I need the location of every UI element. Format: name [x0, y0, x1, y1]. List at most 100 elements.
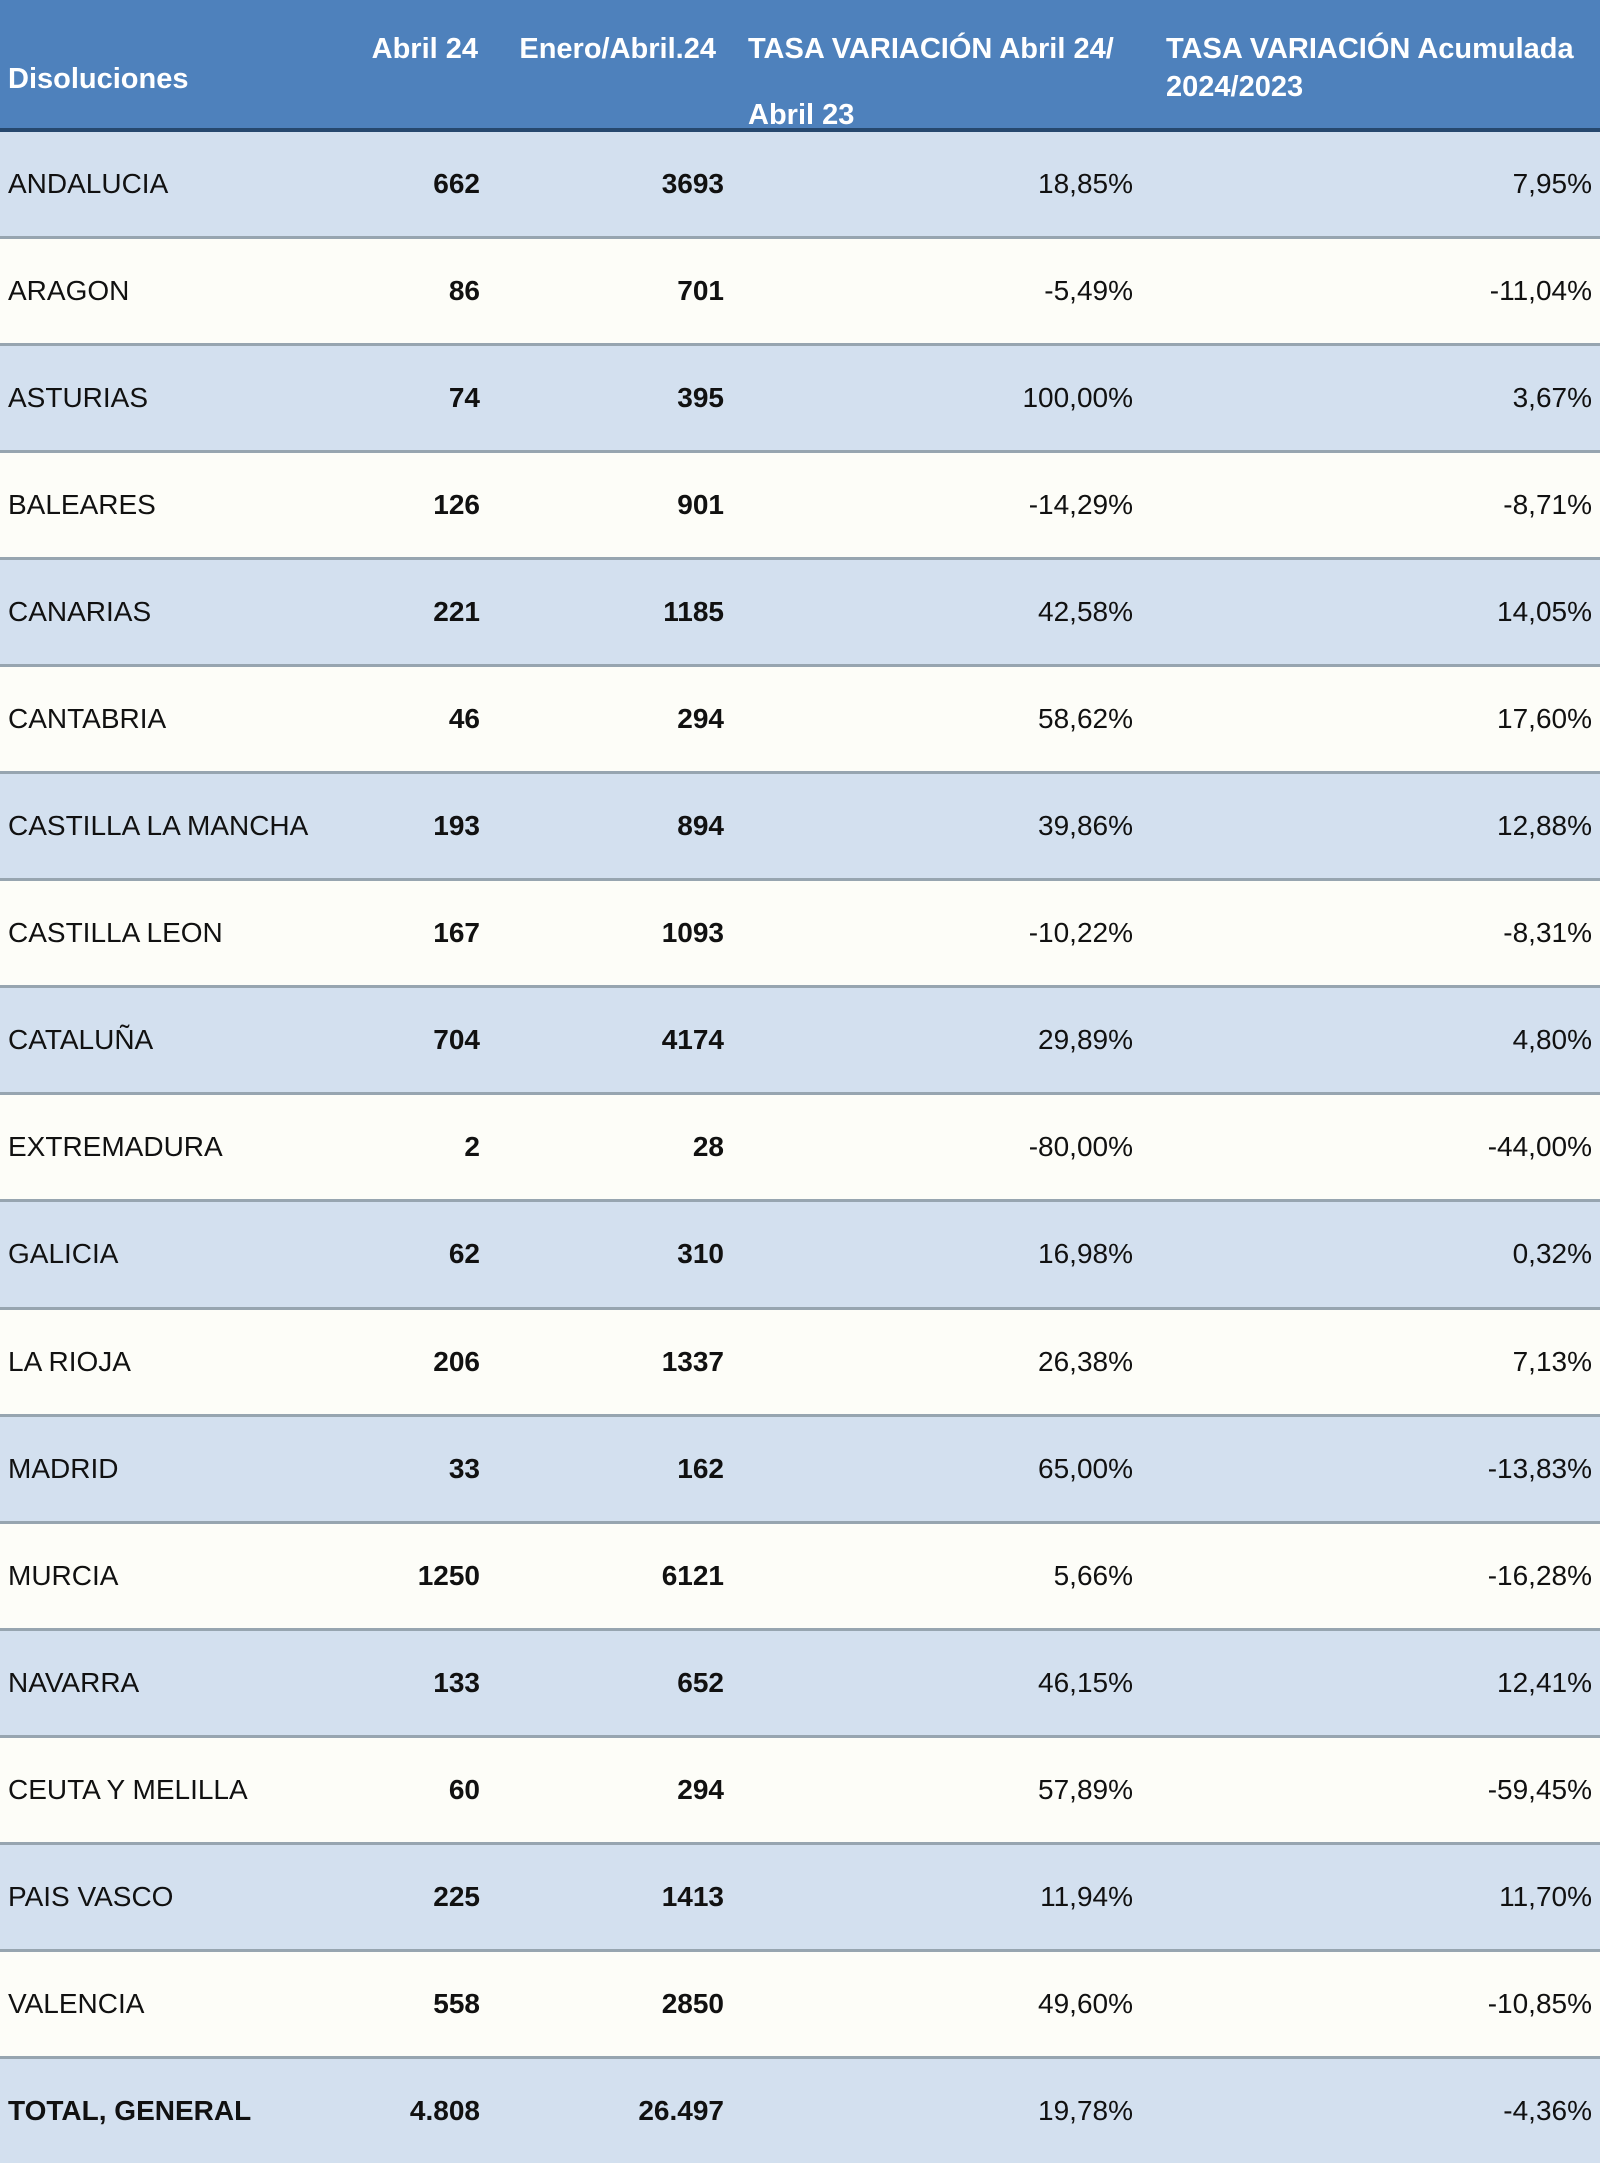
header-tasa-variacion-acumulada-line2: 2024/2023 — [1166, 71, 1304, 103]
tasa-variacion-acumulada-cell: 14,05% — [1497, 596, 1592, 628]
enero-abril-24-cell: 310 — [677, 1238, 724, 1270]
tasa-variacion-mensual-cell: 11,94% — [1040, 1880, 1133, 1912]
table-row: CANTABRIA 46 294 58,62% 17,60% — [0, 664, 1600, 772]
enero-abril-24-cell: 2850 — [661, 1987, 724, 2019]
abril-24-cell: 86 — [448, 275, 480, 307]
header-tasa-variacion-mensual-line2: Abril 23 — [748, 99, 855, 131]
abril-24-cell: 4.808 — [409, 2094, 480, 2126]
tasa-variacion-mensual-cell: 26,38% — [1038, 1345, 1133, 1377]
tasa-variacion-acumulada-cell: -4,36% — [1503, 2094, 1592, 2126]
abril-24-cell: 167 — [433, 917, 480, 949]
table-row: GALICIA 62 310 16,98% 0,32% — [0, 1199, 1600, 1307]
tasa-variacion-acumulada-cell: -13,83% — [1487, 1452, 1592, 1484]
region-cell: CEUTA Y MELILLA — [8, 1773, 248, 1805]
tasa-variacion-mensual-cell: 16,98% — [1038, 1238, 1133, 1270]
tasa-variacion-acumulada-cell: 12,41% — [1497, 1666, 1592, 1698]
header-enero-abril-24: Enero/Abril.24 — [519, 33, 716, 65]
region-cell: MURCIA — [8, 1559, 119, 1591]
tasa-variacion-mensual-cell: 42,58% — [1038, 596, 1133, 628]
abril-24-cell: 62 — [448, 1238, 480, 1270]
table-row: ARAGON 86 701 -5,49% -11,04% — [0, 236, 1600, 344]
table-row: MADRID 33 162 65,00% -13,83% — [0, 1413, 1600, 1521]
region-cell: NAVARRA — [8, 1666, 140, 1698]
region-cell: BALEARES — [8, 489, 156, 521]
tasa-variacion-acumulada-cell: 7,95% — [1512, 168, 1592, 200]
tasa-variacion-mensual-cell: 65,00% — [1038, 1452, 1133, 1484]
enero-abril-24-cell: 1337 — [661, 1345, 724, 1377]
enero-abril-24-cell: 4174 — [661, 1024, 724, 1056]
region-cell: GALICIA — [8, 1238, 119, 1270]
region-cell: CASTILLA LEON — [8, 917, 223, 949]
enero-abril-24-cell: 1185 — [663, 596, 724, 628]
tasa-variacion-mensual-cell: 5,66% — [1053, 1559, 1133, 1591]
tasa-variacion-acumulada-cell: 17,60% — [1497, 703, 1592, 735]
abril-24-cell: 225 — [433, 1880, 480, 1912]
tasa-variacion-mensual-cell: -80,00% — [1028, 1131, 1133, 1163]
region-cell: CANTABRIA — [8, 703, 167, 735]
tasa-variacion-mensual-cell: 18,85% — [1038, 168, 1133, 200]
enero-abril-24-cell: 652 — [677, 1666, 724, 1698]
abril-24-cell: 126 — [433, 489, 480, 521]
tasa-variacion-mensual-cell: 29,89% — [1038, 1024, 1133, 1056]
tasa-variacion-mensual-cell: 100,00% — [1022, 382, 1133, 414]
region-cell: TOTAL, GENERAL — [8, 2094, 252, 2126]
region-cell: LA RIOJA — [8, 1345, 131, 1377]
enero-abril-24-cell: 26.497 — [638, 2094, 724, 2126]
table-row: CANARIAS 221 1185 42,58% 14,05% — [0, 557, 1600, 665]
enero-abril-24-cell: 162 — [677, 1452, 724, 1484]
header-tasa-variacion-mensual-line1: TASA VARIACIÓN Abril 24/ — [748, 33, 1114, 65]
header-abril-24: Abril 24 — [371, 33, 478, 65]
abril-24-cell: 193 — [433, 810, 480, 842]
abril-24-cell: 2 — [464, 1131, 480, 1163]
tasa-variacion-acumulada-cell: -8,31% — [1503, 917, 1592, 949]
tasa-variacion-acumulada-cell: 0,32% — [1512, 1238, 1592, 1270]
tasa-variacion-acumulada-cell: -8,71% — [1503, 489, 1592, 521]
tasa-variacion-mensual-cell: -14,29% — [1028, 489, 1133, 521]
tasa-variacion-mensual-cell: 57,89% — [1038, 1773, 1133, 1805]
abril-24-cell: 221 — [433, 596, 480, 628]
tasa-variacion-acumulada-cell: 3,67% — [1512, 382, 1592, 414]
region-cell: VALENCIA — [8, 1987, 145, 2019]
region-cell: PAIS VASCO — [8, 1880, 174, 1912]
abril-24-cell: 33 — [448, 1452, 480, 1484]
abril-24-cell: 74 — [448, 382, 480, 414]
enero-abril-24-cell: 1093 — [661, 917, 724, 949]
header-disoluciones: Disoluciones — [8, 63, 189, 95]
tasa-variacion-mensual-cell: 19,78% — [1038, 2094, 1133, 2126]
region-cell: ASTURIAS — [8, 382, 149, 414]
tasa-variacion-acumulada-cell: 12,88% — [1497, 810, 1592, 842]
region-cell: ARAGON — [8, 275, 130, 307]
table-header-row: Disoluciones Abril 24 Enero/Abril.24 TAS… — [0, 0, 1600, 132]
tasa-variacion-mensual-cell: -10,22% — [1028, 917, 1133, 949]
enero-abril-24-cell: 701 — [677, 275, 724, 307]
enero-abril-24-cell: 294 — [677, 1773, 724, 1805]
tasa-variacion-acumulada-cell: -10,85% — [1487, 1987, 1592, 2019]
tasa-variacion-mensual-cell: -5,49% — [1044, 275, 1133, 307]
abril-24-cell: 662 — [433, 168, 480, 200]
abril-24-cell: 558 — [433, 1987, 480, 2019]
table-row: BALEARES 126 901 -14,29% -8,71% — [0, 450, 1600, 558]
abril-24-cell: 133 — [433, 1666, 480, 1698]
region-cell: ANDALUCIA — [8, 168, 169, 200]
abril-24-cell: 1250 — [417, 1559, 480, 1591]
table-row: LA RIOJA 206 1337 26,38% 7,13% — [0, 1306, 1600, 1414]
region-cell: EXTREMADURA — [8, 1131, 223, 1163]
tasa-variacion-acumulada-cell: -44,00% — [1487, 1131, 1592, 1163]
abril-24-cell: 60 — [448, 1773, 480, 1805]
table-body: ANDALUCIA 662 3693 18,85% 7,95% ARAGON 8… — [0, 132, 1600, 2163]
table-row: ANDALUCIA 662 3693 18,85% 7,95% — [0, 132, 1600, 237]
tasa-variacion-acumulada-cell: -11,04% — [1489, 275, 1592, 307]
abril-24-cell: 46 — [448, 703, 480, 735]
table-row: CASTILLA LEON 167 1093 -10,22% -8,31% — [0, 878, 1600, 986]
region-cell: CASTILLA LA MANCHA — [8, 810, 309, 842]
tasa-variacion-acumulada-cell: -16,28% — [1487, 1559, 1592, 1591]
table-row: MURCIA 1250 6121 5,66% -16,28% — [0, 1520, 1600, 1628]
tasa-variacion-mensual-cell: 39,86% — [1038, 810, 1133, 842]
tasa-variacion-acumulada-cell: 11,70% — [1499, 1880, 1592, 1912]
enero-abril-24-cell: 28 — [692, 1131, 724, 1163]
region-cell: CANARIAS — [8, 596, 152, 628]
enero-abril-24-cell: 294 — [677, 703, 724, 735]
table-row: NAVARRA 133 652 46,15% 12,41% — [0, 1627, 1600, 1735]
enero-abril-24-cell: 6121 — [661, 1559, 724, 1591]
